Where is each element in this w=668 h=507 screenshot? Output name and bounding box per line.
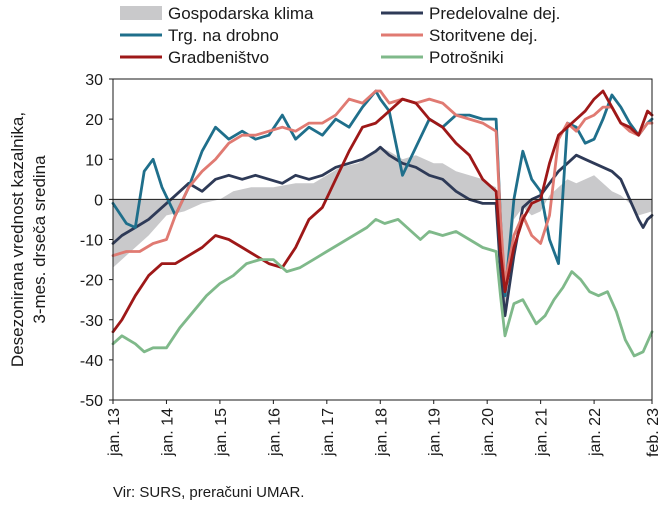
y-tick-label: -50 <box>80 393 103 410</box>
source-note: Vir: SURS, preračuni UMAR. <box>113 484 305 501</box>
x-tick-label: jan. 21 <box>534 408 551 457</box>
plot-area <box>111 89 654 358</box>
legend-gospodarska-klima-swatch <box>120 6 162 20</box>
series-gradbeni-tvo-line <box>111 89 654 334</box>
y-axis-label-line: Desezonirana vrednost kazalnika, <box>8 112 27 367</box>
series-gospodarska-klima-area <box>113 147 652 312</box>
legend: Gospodarska klima Predelovalne dej. Trg. n… <box>120 4 560 67</box>
y-axis-label-line: 3-mes. drseča sredina <box>30 155 49 324</box>
legend-storitvene-dej-label: Storitvene dej. <box>429 26 538 45</box>
legend-gospodarska-klima-label: Gospodarska klima <box>168 4 314 23</box>
series-storitvene-dej-line <box>111 89 654 285</box>
legend-trg-na-drobno-label: Trg. na drobno <box>168 26 279 45</box>
x-tick-label: jan. 14 <box>159 408 176 457</box>
y-axis-label: Desezonirana vrednost kazalnika, 3-mes. d… <box>8 112 49 367</box>
x-tick-label: jan. 15 <box>213 408 230 457</box>
series-predelovalne-dej-line <box>111 145 654 318</box>
y-tick-label: -30 <box>80 313 103 330</box>
x-tick-label: jan. 13 <box>106 408 123 457</box>
x-tick-label: jan. 19 <box>427 408 444 457</box>
legend-gradbeni-tvo-label: Gradbeništvo <box>168 48 269 67</box>
x-tick-label: jan. 17 <box>320 408 337 457</box>
series-potro-niki-line <box>111 218 654 358</box>
legend-potro-niki-label: Potrošniki <box>429 48 504 67</box>
y-tick-label: 0 <box>94 192 103 209</box>
x-tick-label: jan. 20 <box>480 408 497 457</box>
legend-predelovalne-dej-label: Predelovalne dej. <box>429 4 560 23</box>
y-tick-label: -40 <box>80 353 103 370</box>
x-tick-label: feb. 23 <box>645 408 662 457</box>
y-tick-label: 30 <box>85 72 103 89</box>
x-tick-label: jan. 18 <box>373 408 390 457</box>
series-trg-na-drobno-line <box>111 89 654 298</box>
y-tick-label: -10 <box>80 233 103 250</box>
y-tick-label: 10 <box>85 152 103 169</box>
x-tick-label: jan. 16 <box>266 408 283 457</box>
x-tick-label: jan. 22 <box>587 408 604 457</box>
y-tick-label: -20 <box>80 273 103 290</box>
y-tick-label: 20 <box>85 112 103 129</box>
